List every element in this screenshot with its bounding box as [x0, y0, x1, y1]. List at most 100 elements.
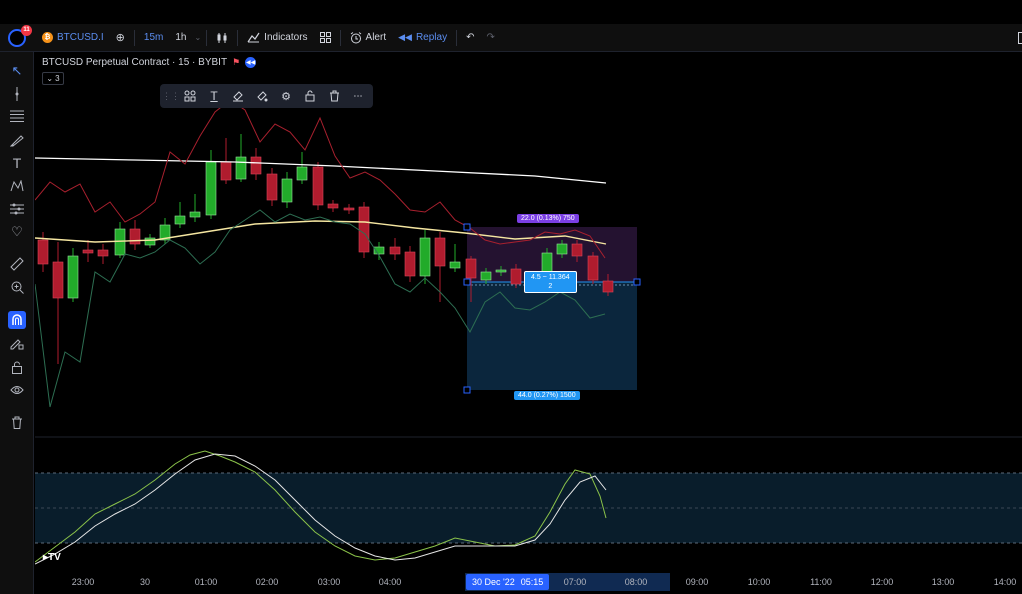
legend-title[interactable]: BTCUSD Perpetual Contract · 15 · BYBIT — [42, 57, 228, 68]
templates-grid-icon[interactable] — [314, 24, 337, 51]
magnet-icon[interactable] — [8, 311, 26, 329]
brush-icon[interactable] — [8, 131, 26, 149]
lock-drawing-icon[interactable] — [298, 86, 322, 106]
replay-badge-icon[interactable]: ◀◀ — [245, 57, 257, 68]
candle-bullish — [281, 178, 293, 203]
candle-bearish — [327, 203, 339, 209]
settings-gear-icon[interactable]: ⚙ — [281, 90, 291, 103]
time-tick-label: 07:00 — [563, 577, 587, 587]
candle-bearish — [343, 207, 355, 211]
risk-reward-line2: 2 — [548, 283, 553, 290]
lock-icon[interactable] — [8, 358, 26, 376]
flag-icon[interactable]: ⚑ — [232, 57, 241, 67]
tradingview-logo-icon[interactable]: ▸TV — [43, 552, 61, 563]
ruler-icon[interactable] — [8, 255, 26, 273]
candle-bearish — [82, 249, 94, 254]
candle-bearish — [587, 255, 599, 281]
interval-chevron-down-icon[interactable]: ⌄ — [194, 33, 202, 42]
chart-legend: BTCUSD Perpetual Contract · 15 · BYBIT ⚑… — [42, 57, 257, 68]
risk-reward-label[interactable]: 4.5 ~ 11.364 2 — [524, 271, 577, 293]
candle-bearish — [404, 251, 416, 277]
target-handle[interactable] — [463, 223, 471, 231]
price-chart[interactable] — [35, 52, 1022, 572]
legend-collapse-button[interactable]: ⌄ 3 — [42, 72, 64, 85]
replay-button[interactable]: ◀◀ Replay — [392, 24, 453, 51]
target-label[interactable]: 22.0 (0.13%) 750 — [517, 214, 579, 223]
time-tick-label: 03:00 — [317, 577, 341, 587]
ma-yellow-line[interactable] — [35, 220, 607, 245]
time-tick-label: 23:00 — [71, 577, 95, 587]
interval-15m[interactable]: 15m — [143, 32, 164, 43]
time-tick-label: 12:00 — [870, 577, 894, 587]
band-lower-line[interactable] — [35, 209, 606, 408]
redo-icon[interactable]: ↷ — [486, 32, 495, 43]
toolbar-divider — [133, 29, 135, 46]
trend-line-icon[interactable] — [8, 85, 26, 103]
candle-bearish — [571, 243, 583, 257]
legend-collapse-count: 3 — [55, 74, 60, 83]
candle-bearish — [465, 258, 477, 279]
indicators-button[interactable]: Indicators — [241, 24, 313, 51]
prediction-icon[interactable] — [8, 200, 26, 218]
stop-handle[interactable] — [463, 386, 471, 394]
time-tick-label: 09:00 — [685, 577, 709, 587]
delete-drawing-icon[interactable] — [322, 86, 346, 106]
time-tick-label: 04:00 — [378, 577, 402, 587]
stop-zone[interactable] — [467, 282, 637, 390]
current-date-label: 30 Dec '22 — [472, 577, 515, 587]
symbol-search[interactable]: ₿ BTCUSD.I — [36, 24, 110, 51]
template-icon[interactable] — [178, 86, 202, 106]
band-upper-line[interactable] — [35, 99, 606, 259]
candle-bullish — [144, 237, 156, 246]
candles-icon[interactable] — [210, 24, 234, 51]
candle-bullish — [189, 211, 201, 218]
more-options-icon[interactable]: ∙∙∙ — [353, 90, 363, 102]
candle-bullish — [449, 261, 461, 269]
ma-white-line[interactable] — [35, 157, 607, 184]
zoom-icon[interactable] — [8, 278, 26, 296]
undo-icon[interactable]: ↶ — [466, 32, 475, 43]
user-avatar[interactable]: 11 — [8, 24, 32, 47]
chevron-down-icon: ⌄ — [46, 74, 54, 83]
alarm-clock-icon — [350, 31, 361, 43]
layout-icon[interactable] — [1018, 32, 1022, 44]
candle-bullish — [67, 255, 79, 299]
candle-bullish — [174, 215, 186, 225]
fib-icon[interactable] — [8, 107, 26, 125]
stoch-d-line[interactable] — [35, 453, 607, 565]
time-tick-label: 13:00 — [931, 577, 955, 587]
time-tick-label: 08:00 — [624, 577, 648, 587]
compare-plus-icon[interactable]: ⊕ — [115, 32, 125, 44]
text-color-icon[interactable]: T — [210, 89, 218, 103]
candle-bullish — [495, 269, 507, 273]
interval-1h[interactable]: 1h — [175, 32, 187, 43]
candle-series — [37, 134, 614, 364]
stop-label[interactable]: 44.0 (0.27%) 1500 — [514, 391, 580, 400]
candle-bearish — [602, 280, 614, 293]
bitcoin-icon: ₿ — [42, 32, 53, 43]
candle-bullish — [480, 271, 492, 281]
indicators-icon — [247, 32, 260, 43]
alert-button[interactable]: Alert — [344, 24, 393, 51]
candle-bullish — [419, 237, 431, 277]
candle-bearish — [97, 249, 109, 257]
current-time-marker: 30 Dec '22 05:15 — [466, 574, 550, 590]
candle-bearish — [434, 237, 446, 267]
entry-left-handle[interactable] — [463, 278, 471, 286]
candle-bearish — [389, 246, 401, 255]
trash-icon[interactable] — [8, 413, 26, 431]
eye-icon[interactable] — [8, 381, 26, 399]
replay-label: Replay — [415, 32, 448, 43]
drag-handle-icon[interactable]: ⋮⋮ — [162, 90, 180, 101]
entry-right-handle[interactable] — [633, 278, 641, 286]
line-color-icon[interactable] — [250, 86, 274, 106]
heart-icon[interactable]: ♡ — [11, 224, 23, 239]
fill-color-icon[interactable] — [226, 86, 250, 106]
pattern-icon[interactable] — [8, 177, 26, 195]
cursor-icon[interactable]: ↖ — [11, 63, 23, 78]
text-icon[interactable]: T — [12, 155, 22, 171]
candle-bullish — [235, 156, 247, 180]
time-axis[interactable]: 23:003001:0002:0003:0004:0006:0007:0008:… — [35, 572, 1022, 594]
stoch-k-line[interactable] — [35, 450, 607, 563]
pencil-lock-icon[interactable] — [8, 334, 26, 352]
